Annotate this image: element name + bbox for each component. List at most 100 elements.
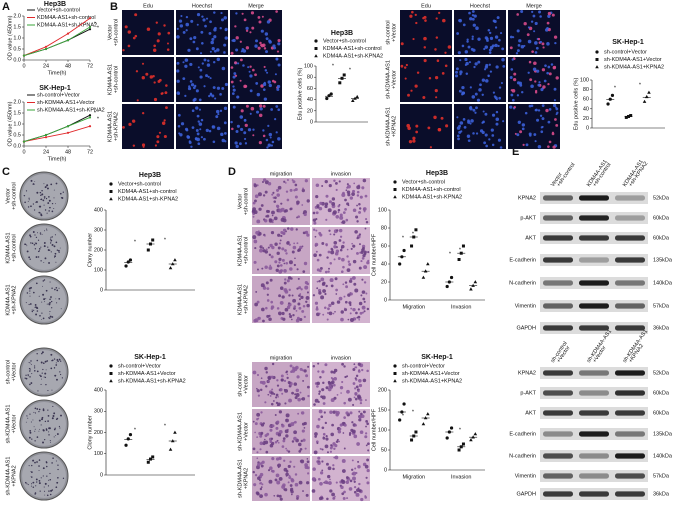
colony (28, 256, 31, 259)
cell (190, 145, 193, 148)
colony (30, 470, 32, 472)
cell (502, 120, 505, 123)
point (402, 248, 406, 253)
cell (295, 388, 300, 393)
point (351, 98, 355, 103)
cell (280, 217, 285, 222)
band (579, 195, 609, 201)
cell (347, 260, 350, 263)
colony (56, 378, 58, 381)
cell (288, 243, 291, 246)
cell (294, 473, 298, 476)
cell (340, 246, 343, 249)
cell (495, 122, 499, 126)
colony (47, 420, 49, 422)
cell (302, 212, 305, 215)
cell (354, 467, 357, 470)
band (615, 473, 645, 479)
chart-title: SK-Hep-1 (134, 354, 166, 361)
cell (209, 77, 212, 80)
cell (530, 84, 534, 89)
cell (288, 288, 291, 292)
cell (258, 207, 262, 211)
cell (538, 10, 542, 14)
cell (270, 144, 274, 147)
cell (260, 431, 264, 435)
cell (434, 89, 438, 93)
cell (208, 31, 212, 35)
colony (40, 477, 42, 479)
colony (38, 205, 41, 208)
cell (280, 378, 284, 382)
cell (307, 365, 310, 368)
point (109, 197, 113, 201)
cell (363, 310, 366, 313)
cell (295, 365, 299, 370)
cell (353, 182, 356, 185)
cell (266, 299, 270, 302)
y-tick-label: 2.0 (13, 99, 21, 105)
colony (48, 427, 51, 430)
y-tick-label: 100 (580, 77, 589, 83)
x-tick-label: 0 (22, 149, 25, 155)
cell (196, 13, 201, 17)
y-tick-label: 40 (307, 97, 313, 103)
cell (260, 411, 263, 414)
series-line (23, 26, 91, 57)
y-axis-label: Edu positive cells (%) (573, 78, 579, 131)
colony (28, 197, 30, 199)
legend-label: Vector+sh-control (37, 7, 80, 13)
cell (286, 178, 289, 182)
cell (457, 51, 461, 55)
cell (268, 218, 273, 222)
cell (318, 253, 322, 257)
cell (259, 487, 263, 491)
cell (346, 389, 350, 394)
cell (287, 450, 291, 453)
colony (59, 247, 61, 249)
series-line (23, 114, 91, 143)
cell (131, 119, 136, 123)
cell (261, 181, 264, 184)
cell (224, 82, 228, 87)
cell (271, 424, 275, 428)
colony (40, 383, 42, 386)
cell (358, 378, 362, 383)
colony (53, 412, 56, 415)
cell (358, 482, 361, 486)
cell (299, 293, 302, 295)
cell (320, 395, 323, 398)
cell (497, 138, 501, 142)
cell (347, 318, 350, 321)
cell (331, 492, 335, 497)
cell (284, 278, 287, 281)
cell (261, 15, 264, 18)
colony (29, 362, 31, 364)
cell (325, 437, 329, 441)
cell (210, 40, 214, 45)
cell (554, 41, 557, 45)
colony (31, 464, 33, 467)
cell (331, 201, 336, 206)
row-label: +Vector (243, 375, 249, 394)
cell (306, 199, 310, 203)
cell (461, 91, 465, 95)
cell (156, 140, 160, 144)
colony (38, 211, 41, 214)
cell (441, 71, 445, 75)
cell (356, 251, 359, 255)
colony (29, 295, 31, 297)
legend-label: sh-KDM4A-AS1+sh-KPNA2 (37, 107, 105, 113)
cell (302, 438, 306, 442)
cell (265, 306, 268, 310)
cell (329, 278, 334, 283)
cell (490, 128, 494, 132)
cell (361, 278, 364, 281)
cell (257, 462, 261, 467)
band (579, 491, 609, 497)
colony (26, 414, 28, 416)
row-label: sh-KDM4A-AS1 (237, 412, 243, 451)
cell (288, 302, 290, 305)
cell (303, 315, 306, 319)
cell (302, 270, 306, 274)
